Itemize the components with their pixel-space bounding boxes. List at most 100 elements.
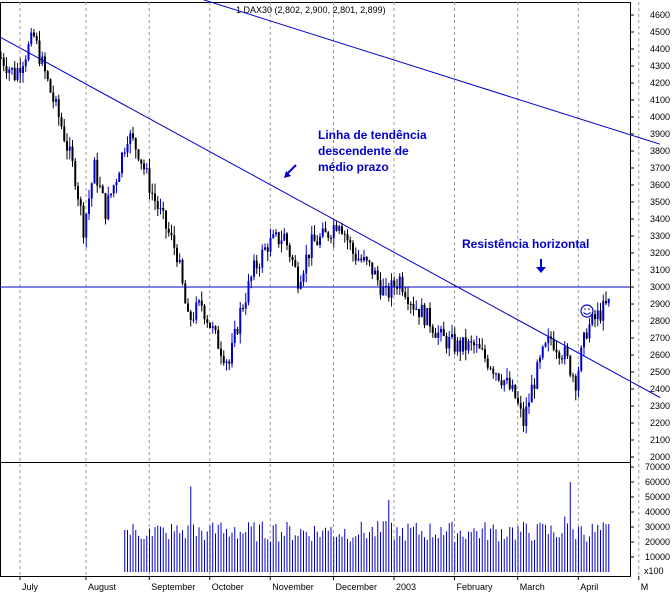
candle-body: [143, 163, 145, 170]
candle-body: [475, 344, 478, 346]
candle-body: [233, 328, 236, 343]
x-tick-label: December: [336, 582, 378, 592]
candle-body: [165, 210, 167, 229]
candle-body: [57, 99, 60, 118]
volume-tick-label: 20000: [645, 537, 670, 547]
candle-body: [66, 141, 68, 151]
candle-body: [525, 406, 528, 426]
chart-title: 1 DAX30 (2,802, 2,900, 2,801, 2,899): [236, 5, 386, 15]
candle-body: [236, 328, 239, 334]
candle-body: [154, 193, 156, 202]
smiley-face: [580, 304, 594, 318]
candle-body: [115, 182, 118, 186]
candle-body: [511, 384, 514, 389]
volume-axis: 10000 20000 30000 40000 50000 60000 70000 x100: [630, 462, 670, 576]
candle-body: [253, 260, 255, 277]
candle-body: [0, 57, 2, 59]
trend-annotation-line: Linha de tendência: [318, 128, 427, 142]
candle-body: [456, 340, 459, 352]
candle-body: [19, 67, 22, 73]
candle-body: [159, 208, 162, 210]
candle-body: [607, 298, 610, 304]
candle-body: [486, 358, 489, 368]
candle-body: [500, 380, 503, 386]
candle-body: [492, 368, 495, 374]
candle-body: [539, 357, 541, 363]
candle-body: [8, 69, 11, 73]
candle-body: [129, 133, 132, 145]
price-tick-label: 2600: [650, 350, 670, 360]
x-tick-label: 2003: [396, 582, 416, 592]
candle-body: [445, 336, 448, 349]
trendline-long-term: [202, 0, 661, 145]
x-tick-label: M: [641, 582, 649, 592]
candle-body: [473, 342, 475, 346]
candle-body: [409, 303, 412, 305]
candle-body: [225, 361, 228, 363]
candle-body: [16, 67, 19, 80]
candle-body: [79, 199, 82, 206]
price-tick-label: 4600: [650, 10, 670, 20]
candle-body: [189, 311, 192, 320]
price-tick-label: 3600: [650, 180, 670, 190]
candle-body: [555, 349, 558, 353]
candle-body: [533, 384, 536, 389]
candle-body: [390, 280, 393, 298]
candle-body: [437, 332, 440, 338]
candle-body: [379, 280, 382, 296]
candle-body: [310, 234, 313, 259]
candle-body: [497, 373, 500, 381]
candle-body: [528, 402, 530, 407]
candle-body: [415, 308, 418, 310]
candle-body: [184, 283, 187, 304]
candle-body: [514, 384, 517, 398]
volume-series: [124, 482, 610, 572]
candle-body: [588, 324, 591, 339]
candle-body: [63, 126, 66, 142]
volume-tick-label: 40000: [645, 507, 670, 517]
volume-tick-label: 30000: [645, 522, 670, 532]
candle-body: [200, 300, 203, 306]
candle-body: [5, 66, 8, 73]
price-tick-label: 4100: [650, 95, 670, 105]
price-tick-label: 4400: [650, 44, 670, 54]
candle-body: [596, 310, 599, 320]
candle-body: [517, 397, 519, 404]
trend-arrow-head: [284, 171, 291, 178]
candle-body: [156, 201, 159, 209]
candle-body: [148, 168, 151, 193]
candle-body: [145, 168, 148, 170]
price-tick-label: 3000: [650, 282, 670, 292]
candle-body: [77, 186, 79, 200]
candle-body: [585, 332, 588, 339]
candle-body: [442, 328, 445, 337]
candle-body: [594, 314, 596, 320]
candle-body: [258, 267, 261, 269]
smiley-mouth: [583, 312, 591, 315]
candle-body: [38, 40, 41, 64]
x-tick-label: March: [520, 582, 545, 592]
candle-body: [374, 270, 376, 275]
candle-body: [209, 322, 211, 328]
candle-body: [297, 266, 299, 289]
candle-body: [387, 285, 390, 298]
candle-body: [228, 361, 231, 364]
trendline-short-term: [0, 36, 661, 398]
candle-body: [33, 32, 35, 37]
price-tick-label: 4000: [650, 112, 670, 122]
resistance-annotation: Resistência horizontal: [462, 237, 589, 273]
candle-body: [90, 183, 93, 199]
candle-body: [605, 300, 607, 304]
volume-unit-label: x100: [644, 566, 664, 576]
candle-body: [448, 336, 451, 349]
price-tick-label: 2900: [650, 299, 670, 309]
candle-body: [151, 192, 154, 194]
candle-body: [195, 302, 198, 320]
candle-body: [305, 254, 308, 274]
candle-body: [462, 337, 464, 352]
candle-body: [96, 159, 99, 186]
candle-body: [101, 185, 104, 194]
candle-body: [547, 336, 550, 344]
trend-annotation-line: médio prazo: [318, 160, 389, 174]
candle-body: [123, 152, 126, 154]
